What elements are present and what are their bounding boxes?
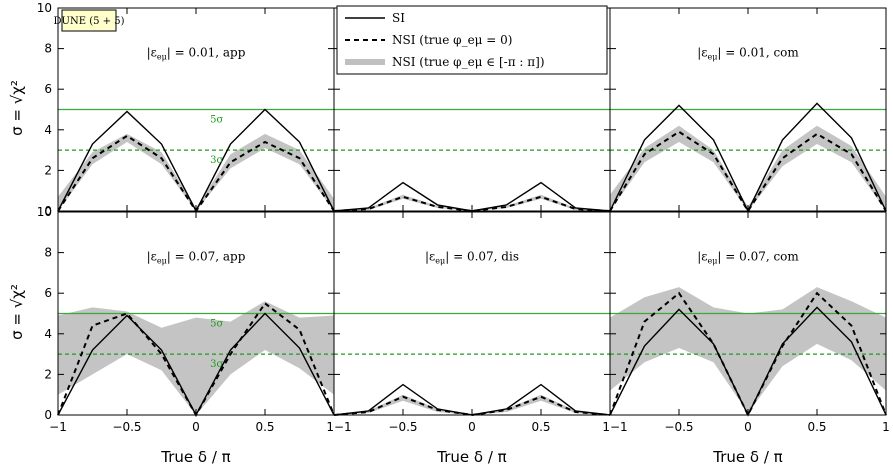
reference-lines-layer xyxy=(58,108,886,355)
panel-1-y-tick-label-3: 4 xyxy=(44,123,52,137)
y-axis-label-bottom: σ = √χ² xyxy=(8,284,26,340)
panel-4-y-tick-label-6: 10 xyxy=(37,205,52,219)
panel-6-x-tick-label-3: 0 xyxy=(744,420,752,434)
legend-label-nsi-phi0: NSI (true φ_eμ = 0) xyxy=(392,33,512,47)
x-axis-label-left: True δ / π xyxy=(160,448,230,466)
panel-6-x-tick-label-4: 0.5 xyxy=(807,420,826,434)
panel-1-y-tick-label-6: 10 xyxy=(37,1,52,15)
panel-frames-layer xyxy=(57,7,887,416)
panel-4-y-tick-label-4: 6 xyxy=(44,286,52,300)
panel-4-x-tick-label-3: 0 xyxy=(192,420,200,434)
panel-6-nsi-band xyxy=(610,287,886,413)
panel-4-label: |εeμ| = 0.07, app xyxy=(147,250,246,266)
x-axis-label-right: True δ / π xyxy=(712,448,782,466)
panel-4-y-tick-label-3: 4 xyxy=(44,327,52,341)
panel-5-label: |εeμ| = 0.07, dis xyxy=(425,250,519,266)
legend-label-si: SI xyxy=(392,11,405,25)
panel-1-y-tick-label-2: 2 xyxy=(44,163,52,177)
legend: SI NSI (true φ_eμ = 0) NSI (true φ_eμ ∈ … xyxy=(336,5,608,75)
legend-label-nsi-band: NSI (true φ_eμ ∈ [-π : π]) xyxy=(392,55,545,69)
panel-4-y-tick-label-2: 2 xyxy=(44,367,52,381)
panel-4-y-tick-label-1: 0 xyxy=(44,408,52,422)
panel-4-x-tick-label-1: −1 xyxy=(49,420,67,434)
panel-3-nsi-band xyxy=(610,125,886,211)
panel-1-y-tick-label-4: 6 xyxy=(44,82,52,96)
panel-5-x-tick-label-4: 0.5 xyxy=(531,420,550,434)
panel-1-y-tick-label-5: 8 xyxy=(44,42,52,56)
panel-1-label: |εeμ| = 0.01, app xyxy=(147,46,246,62)
panel-6-x-tick-label-5: 1 xyxy=(882,420,890,434)
panel-4-y-tick-label-5: 8 xyxy=(44,246,52,260)
panel-4-ref-label-1: 5σ xyxy=(210,319,223,330)
panel-6-label: |εeμ| = 0.07, com xyxy=(697,250,799,266)
panel-4-x-tick-label-4: 0.5 xyxy=(255,420,274,434)
panel-3-label: |εeμ| = 0.01, com xyxy=(697,46,799,62)
panel-5-x-tick-label-1: −1 xyxy=(334,420,352,434)
panel-1-ref-label-2: 3σ xyxy=(210,155,223,166)
x-axis-label-middle: True δ / π xyxy=(436,448,506,466)
panel-4-x-tick-label-5: 1 xyxy=(326,420,334,434)
y-axis-label-top: σ = √χ² xyxy=(8,80,26,136)
panel-5-x-tick-label-5: 1 xyxy=(602,420,610,434)
experiment-badge: DUNE (5 + 5) xyxy=(54,9,125,32)
panel-4-ref-label-2: 3σ xyxy=(210,359,223,370)
panel-5-nsi-band xyxy=(334,394,610,415)
panel-6-x-tick-label-1: −1 xyxy=(610,420,628,434)
nsi-band-layer xyxy=(58,125,886,415)
experiment-badge-text: DUNE (5 + 5) xyxy=(54,16,125,27)
panel-1-y-tick-label-1: 0 xyxy=(44,204,52,218)
panel-2-nsi-phi0-line xyxy=(333,195,611,213)
panel-5-x-tick-label-2: −0.5 xyxy=(388,420,417,434)
panel-4-x-tick-label-2: −0.5 xyxy=(112,420,141,434)
panel-6-x-tick-label-2: −0.5 xyxy=(664,420,693,434)
panel-5-x-tick-label-3: 0 xyxy=(468,420,476,434)
panel-1-nsi-band xyxy=(58,133,334,211)
panel-4-nsi-band xyxy=(58,301,334,415)
panel-1-ref-label-1: 5σ xyxy=(210,115,223,126)
